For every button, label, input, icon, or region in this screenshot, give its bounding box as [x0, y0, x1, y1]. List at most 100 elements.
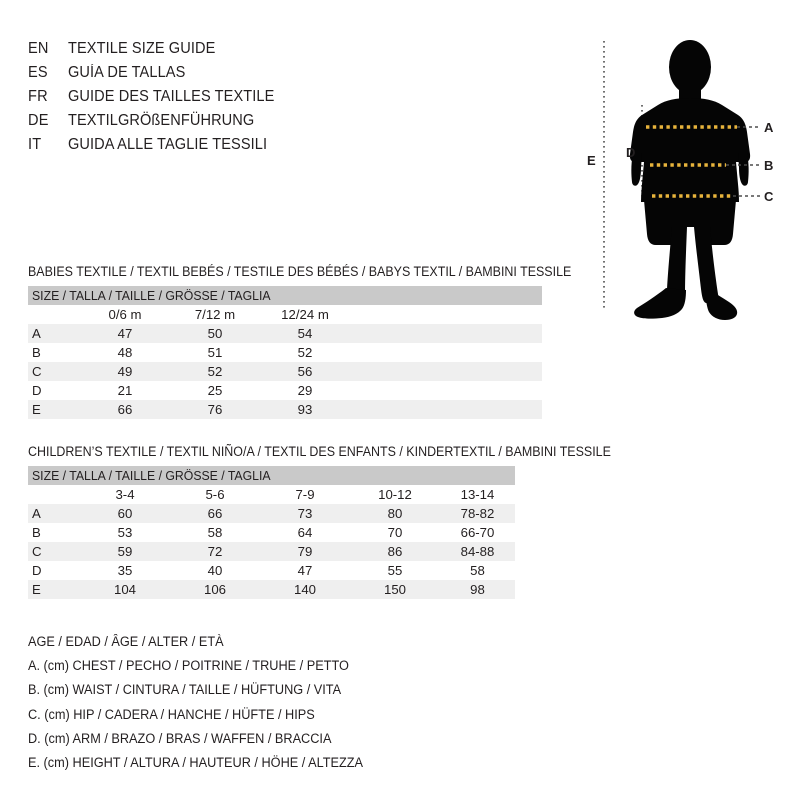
children-cell-a-3: 80	[350, 504, 440, 523]
language-text-es: GUÍA DE TALLAS	[68, 64, 186, 81]
babies-cell-b-pad	[350, 343, 542, 362]
children-cell-d-0: 35	[117, 563, 133, 578]
legend-line-d-arm: D. (cm) ARM / BRAZO / BRAS / WAFFEN / BR…	[28, 730, 332, 746]
children-column-0: 3-4	[80, 485, 170, 504]
babies-cell-d-2: 29	[297, 383, 313, 398]
children-cell-e-3: 150	[350, 580, 440, 599]
legend-line-c-hip: C. (cm) HIP / CADERA / HANCHE / HÜFTE / …	[28, 706, 315, 722]
children-cell-e-4: 98	[440, 580, 515, 599]
babies-cell-d-pad	[350, 381, 542, 400]
legend-line-a-chest: A. (cm) CHEST / PECHO / POITRINE / TRUHE…	[28, 658, 349, 674]
table-row: C 49 52 56	[28, 362, 543, 381]
children-cell-a-2: 73	[260, 504, 350, 523]
children-column-2: 7-9	[260, 485, 350, 504]
babies-corner-cell	[28, 305, 80, 324]
children-section-title: CHILDREN’S TEXTILE / TEXTIL NIÑO/A / TEX…	[28, 444, 611, 459]
children-cell-b-2: 64	[297, 525, 313, 540]
children-corner-cell	[28, 485, 80, 504]
children-column-3: 10-12	[350, 485, 440, 504]
children-section: CHILDREN’S TEXTILE / TEXTIL NIÑO/A / TEX…	[28, 444, 655, 599]
babies-column-header-row: 0/6 m 7/12 m 12/24 m	[28, 305, 543, 324]
table-row: B 53 58 64 70 66-70	[28, 523, 515, 542]
figure-label-e: E	[587, 153, 596, 168]
babies-size-table: SIZE / TALLA / TAILLE / GRÖSSE / TAGLIA …	[28, 286, 543, 419]
children-cell-d-4: 58	[470, 563, 485, 578]
children-cell-c-4: 84-88	[440, 542, 515, 561]
babies-cell-a-2: 54	[260, 324, 350, 343]
babies-cell-e-1: 76	[170, 400, 260, 419]
babies-cell-e-2: 93	[260, 400, 350, 419]
language-row-en: EN TEXTILE SIZE GUIDE	[28, 40, 548, 64]
babies-cell-d-1: 25	[207, 383, 223, 398]
children-cell-d-1: 40	[207, 563, 223, 578]
babies-cell-a-pad	[350, 324, 543, 343]
children-cell-e-2: 140	[260, 580, 350, 599]
children-cell-d-3: 55	[387, 563, 403, 578]
table-row: D 21 25 29	[28, 381, 542, 400]
babies-section-title: BABIES TEXTILE / TEXTIL BEBÉS / TESTILE …	[28, 264, 572, 279]
children-size-header-label: SIZE / TALLA / TAILLE / GRÖSSE / TAGLIA	[32, 468, 271, 483]
babies-cell-e-pad	[350, 400, 543, 419]
children-cell-b-1: 58	[207, 525, 223, 540]
figure-label-b: B	[764, 158, 774, 173]
language-row-fr: FR GUIDE DES TAILLES TEXTILE	[28, 88, 548, 112]
babies-row-label-a: A	[28, 324, 80, 343]
babies-cell-d-0: 21	[117, 383, 133, 398]
table-row: D 35 40 47 55 58	[28, 561, 515, 580]
language-row-es: ES GUÍA DE TALLAS	[28, 64, 548, 88]
children-row-label-e: E	[28, 580, 80, 599]
children-row-label-b: B	[32, 525, 41, 540]
babies-cell-b-2: 52	[297, 345, 313, 360]
language-text-fr: GUIDE DES TAILLES TEXTILE	[68, 88, 275, 105]
language-header: EN TEXTILE SIZE GUIDE ES GUÍA DE TALLAS …	[28, 40, 548, 160]
babies-row-label-d: D	[32, 383, 42, 398]
babies-cell-a-0: 47	[80, 324, 170, 343]
children-cell-b-4: 66-70	[460, 525, 495, 540]
child-silhouette-shape	[629, 40, 751, 320]
children-column-1: 5-6	[170, 485, 260, 504]
babies-cell-c-pad	[350, 362, 543, 381]
babies-column-0: 0/6 m	[80, 305, 170, 324]
children-cell-a-4: 78-82	[440, 504, 515, 523]
babies-size-header-label: SIZE / TALLA / TAILLE / GRÖSSE / TAGLIA	[32, 288, 271, 303]
babies-cell-b-1: 51	[207, 345, 223, 360]
table-row: E 104 106 140 150 98	[28, 580, 515, 599]
children-row-label-a: A	[28, 504, 80, 523]
children-column-4: 13-14	[440, 485, 515, 504]
legend-line-b-waist: B. (cm) WAIST / CINTURA / TAILLE / HÜFTU…	[28, 682, 342, 698]
language-code-fr: FR	[28, 88, 48, 105]
babies-column-spacer	[350, 305, 543, 324]
babies-size-header-row: SIZE / TALLA / TAILLE / GRÖSSE / TAGLIA	[28, 286, 543, 305]
figure-label-c: C	[764, 189, 774, 204]
legend-line-age: AGE / EDAD / ÂGE / ALTER / ETÀ	[28, 634, 224, 649]
children-cell-c-3: 86	[350, 542, 440, 561]
table-row: E 66 76 93	[28, 400, 543, 419]
table-row: B 48 51 52	[28, 343, 542, 362]
language-code-es: ES	[28, 64, 48, 81]
babies-column-2: 12/24 m	[260, 305, 350, 324]
children-column-header-row: 3-4 5-6 7-9 10-12 13-14	[28, 485, 515, 504]
children-row-label-d: D	[32, 563, 42, 578]
measurement-legend: AGE / EDAD / ÂGE / ALTER / ETÀ A. (cm) C…	[28, 630, 381, 775]
babies-cell-c-2: 56	[260, 362, 350, 381]
children-row-label-c: C	[28, 542, 80, 561]
table-row: A 47 50 54	[28, 324, 543, 343]
child-silhouette-svg	[603, 40, 760, 320]
babies-row-label-c: C	[28, 362, 80, 381]
children-cell-e-0: 104	[80, 580, 170, 599]
children-size-header-row: SIZE / TALLA / TAILLE / GRÖSSE / TAGLIA	[28, 466, 515, 485]
language-code-de: DE	[28, 112, 49, 129]
children-cell-b-0: 53	[117, 525, 133, 540]
table-row: C 59 72 79 86 84-88	[28, 542, 515, 561]
babies-cell-e-0: 66	[80, 400, 170, 419]
babies-cell-c-1: 52	[170, 362, 260, 381]
language-text-it: GUIDA ALLE TAGLIE TESSILI	[68, 136, 268, 153]
children-cell-c-1: 72	[170, 542, 260, 561]
children-cell-d-2: 47	[297, 563, 313, 578]
language-text-en: TEXTILE SIZE GUIDE	[68, 40, 216, 57]
language-code-en: EN	[28, 40, 49, 57]
children-cell-a-1: 66	[170, 504, 260, 523]
children-size-table: SIZE / TALLA / TAILLE / GRÖSSE / TAGLIA …	[28, 466, 515, 599]
body-measurement-diagram: A B C D E	[560, 20, 800, 330]
